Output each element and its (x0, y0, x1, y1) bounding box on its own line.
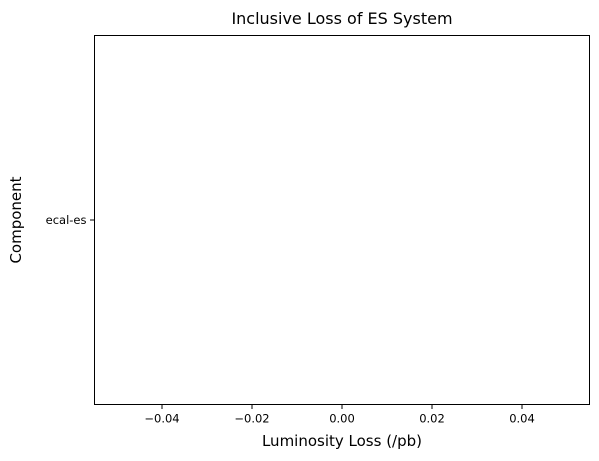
x-tick-label: −0.02 (234, 412, 269, 426)
x-tick-label: −0.04 (144, 412, 179, 426)
x-axis-ticks: −0.04 −0.02 0.00 0.02 0.04 (144, 404, 535, 426)
x-tick-label: 0.00 (329, 412, 355, 426)
x-axis-label: Luminosity Loss (/pb) (262, 432, 422, 450)
y-axis-ticks: ecal-es (46, 213, 95, 227)
y-tick-label: ecal-es (46, 213, 87, 227)
x-tick-label: 0.02 (419, 412, 445, 426)
chart-title: Inclusive Loss of ES System (231, 9, 452, 28)
y-axis-label: Component (7, 176, 25, 263)
plot-area (94, 35, 590, 405)
x-tick-label: 0.04 (509, 412, 535, 426)
